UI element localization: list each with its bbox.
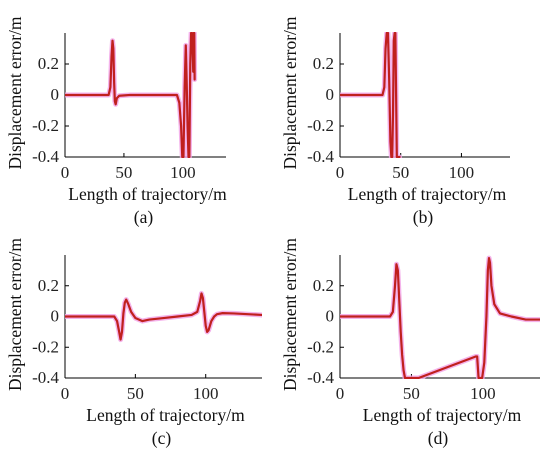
chart-panel-4: -0.4 -0.2 0 0.2 0 50 100 Length of trajectory/m… — [280, 238, 540, 448]
y-tick-label: 0 — [326, 307, 335, 326]
x-tick-label: 50 — [115, 163, 132, 182]
series-group — [65, 32, 198, 158]
series-line — [65, 292, 262, 341]
x-tick-label: 100 — [170, 163, 196, 182]
x-tick-label: 100 — [193, 384, 219, 403]
panel-label: (c) — [152, 428, 172, 448]
x-axis-label: Length of trajectory/m — [68, 184, 227, 204]
series-line — [65, 32, 196, 158]
x-tick-label: 0 — [336, 163, 345, 182]
panel-label: (b) — [413, 207, 434, 227]
panel-label: (a) — [134, 207, 154, 227]
y-tick-label: -0.2 — [32, 337, 59, 356]
chart-panel-2: -0.4 -0.2 0 0.2 0 50 100 Length of trajectory/m… — [280, 16, 510, 227]
series-group — [340, 32, 402, 158]
chart-panel-3: -0.4 -0.2 0 0.2 0 50 100 Length of trajectory/m… — [5, 238, 262, 448]
y-tick-label: 0 — [51, 307, 60, 326]
y-tick-label: 0.2 — [313, 276, 334, 295]
x-axis-label: Length of trajectory/m — [348, 184, 507, 204]
y-tick-label: -0.4 — [307, 147, 334, 166]
y-tick-label: -0.4 — [32, 368, 59, 387]
y-tick-label: 0.2 — [313, 54, 334, 73]
x-tick-label: 100 — [449, 163, 475, 182]
chart-panel-1: -0.4 -0.2 0 0.2 0 50 100 Length of trajectory/m… — [5, 16, 227, 227]
y-axis-label: Displacement error/m — [5, 16, 25, 169]
y-tick-label: 0.2 — [38, 54, 59, 73]
series-glow — [340, 255, 540, 379]
y-axis-label: Displacement error/m — [280, 16, 300, 169]
y-tick-label: -0.2 — [307, 337, 334, 356]
y-tick-label: 0.2 — [38, 276, 59, 295]
series-line — [340, 256, 540, 379]
series-line — [340, 32, 401, 158]
y-tick-label: 0 — [51, 85, 60, 104]
panel-label: (d) — [428, 428, 449, 448]
series-group — [65, 290, 262, 343]
series-group — [340, 255, 540, 379]
y-tick-label: 0 — [326, 85, 335, 104]
x-axis-label: Length of trajectory/m — [363, 405, 522, 425]
y-tick-label: -0.2 — [307, 116, 334, 135]
x-tick-label: 100 — [470, 384, 496, 403]
y-axis-label: Displacement error/m — [280, 238, 300, 391]
y-tick-label: -0.4 — [307, 368, 334, 387]
x-tick-label: 50 — [403, 384, 420, 403]
x-tick-label: 0 — [61, 163, 70, 182]
x-tick-label: 50 — [127, 384, 144, 403]
y-tick-label: -0.4 — [32, 147, 59, 166]
y-tick-label: -0.2 — [32, 116, 59, 135]
x-tick-label: 0 — [336, 384, 345, 403]
x-tick-label: 50 — [392, 163, 409, 182]
y-axis-label: Displacement error/m — [5, 238, 25, 391]
x-axis-label: Length of trajectory/m — [86, 405, 245, 425]
x-tick-label: 0 — [61, 384, 70, 403]
